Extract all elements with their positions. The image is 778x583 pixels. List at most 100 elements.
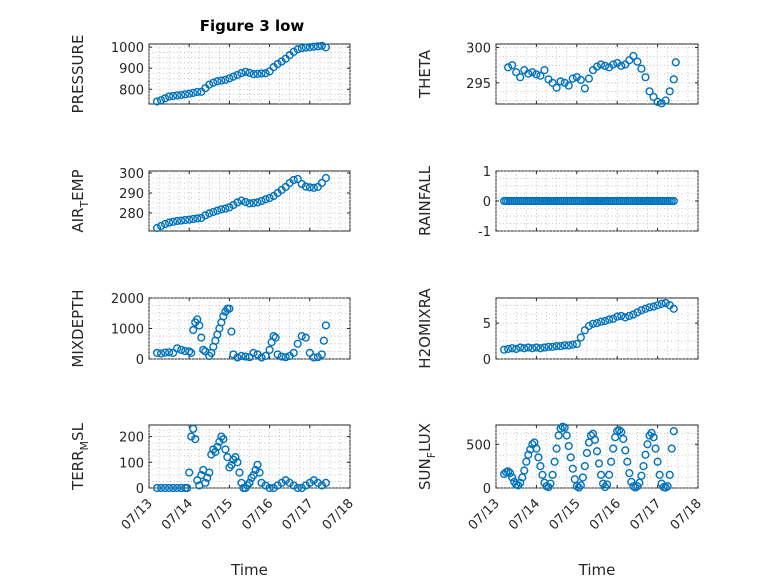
data-point [169, 483, 178, 493]
data-point [225, 74, 234, 83]
data-point [560, 423, 569, 432]
data-point [661, 96, 670, 105]
data-point [261, 351, 270, 361]
data-point [297, 44, 306, 53]
data-point [504, 344, 513, 354]
data-point [625, 56, 634, 65]
x-tick-label: 07/16 [239, 496, 276, 533]
data-point [633, 57, 642, 66]
data-point [273, 59, 282, 69]
data-point [592, 319, 602, 328]
data-point [205, 468, 214, 477]
data-point [584, 321, 594, 331]
x-tick-label: 07/18 [320, 496, 357, 533]
x-tick-label: 07/15 [199, 496, 236, 533]
data-point [665, 470, 674, 479]
data-point [645, 303, 654, 312]
data-point [576, 333, 585, 342]
data-point [637, 306, 646, 315]
data-point [309, 42, 318, 51]
data-point [552, 444, 561, 453]
series-markers [504, 51, 680, 108]
data-point [669, 304, 678, 313]
data-point [556, 341, 565, 351]
data-point [205, 80, 214, 89]
data-point [669, 427, 678, 436]
data-point [621, 446, 630, 455]
grid-lines [148, 425, 351, 489]
data-point [554, 431, 563, 440]
data-point [187, 432, 196, 441]
data-point [321, 321, 330, 330]
y-tick-label: 0 [483, 482, 491, 497]
data-point [160, 94, 170, 103]
data-point [195, 321, 204, 330]
data-point [265, 193, 274, 203]
data-point [625, 469, 634, 478]
data-point [269, 332, 278, 341]
data-point [219, 312, 228, 321]
y-axis-label: PRESSURE [69, 35, 87, 114]
data-point [297, 483, 306, 493]
y-tick-label: 1 [483, 165, 491, 180]
data-point [621, 60, 630, 69]
data-point [289, 348, 298, 358]
data-point [671, 58, 680, 67]
series-markers [499, 298, 678, 354]
data-point [156, 96, 166, 105]
data-point [617, 61, 626, 70]
data-point [649, 302, 658, 311]
data-point [566, 453, 575, 462]
data-point [245, 199, 254, 208]
data-point [313, 478, 322, 487]
data-point [156, 221, 166, 231]
data-point [544, 342, 553, 351]
data-point [588, 319, 598, 328]
data-point [623, 457, 632, 466]
data-point [249, 348, 258, 358]
data-point [653, 301, 662, 310]
data-point [651, 444, 660, 453]
data-point [191, 435, 200, 444]
data-point [257, 196, 266, 206]
data-point [572, 339, 581, 349]
data-point [169, 91, 178, 101]
data-point [177, 345, 186, 354]
data-point [255, 468, 264, 477]
data-point [615, 426, 624, 435]
data-point [293, 483, 302, 493]
data-point [592, 447, 602, 456]
data-point [277, 478, 286, 487]
data-point [201, 478, 210, 487]
series-markers [152, 424, 330, 493]
data-point [229, 72, 238, 81]
data-point [607, 457, 616, 466]
data-point [293, 339, 302, 348]
data-point [189, 424, 198, 433]
data-point [552, 83, 561, 92]
subplot-sun_flux: 0 500 07/13 07/14 07/15 07/16 07/17 07/18 Time SU… [416, 422, 705, 579]
y-tick-label: 800 [119, 83, 144, 98]
data-point [261, 195, 270, 204]
data-point [556, 77, 565, 86]
y-axis-label: MIXDEPTH [69, 289, 87, 367]
data-point [528, 440, 537, 449]
x-tick-label: 07/15 [547, 496, 584, 533]
data-point [321, 478, 330, 487]
y-tick-label: 2000 [111, 292, 144, 307]
data-point [187, 348, 196, 358]
data-point [504, 63, 513, 72]
data-point [301, 43, 310, 52]
data-point [169, 217, 178, 226]
x-tick-label: 07/14 [159, 496, 196, 533]
data-point [160, 348, 170, 357]
data-point [568, 74, 577, 83]
series-markers [499, 196, 678, 206]
data-point [241, 352, 250, 361]
data-point [596, 317, 606, 326]
data-point [568, 340, 577, 349]
y-axis-label: TERRMSL [69, 422, 91, 491]
data-point [233, 70, 242, 80]
data-point [637, 64, 646, 73]
